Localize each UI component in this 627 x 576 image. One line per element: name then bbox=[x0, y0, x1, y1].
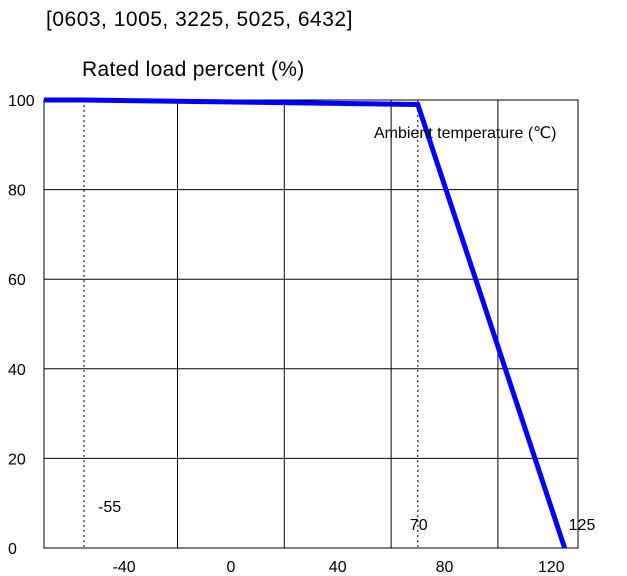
y-tick-label: 60 bbox=[8, 272, 26, 289]
end-annotation: 125 bbox=[569, 517, 596, 534]
y-tick-label: 80 bbox=[8, 183, 26, 200]
y-tick-label: 20 bbox=[8, 451, 26, 468]
plot-frame bbox=[43, 99, 579, 549]
reference-label: 70 bbox=[410, 517, 428, 534]
chart-title: Rated load percent (%) bbox=[82, 58, 305, 81]
y-tick-label: 40 bbox=[8, 362, 26, 379]
x-axis-label: Ambient temperature (℃) bbox=[374, 125, 556, 142]
x-tick-label: 0 bbox=[226, 559, 235, 576]
x-tick-label: 120 bbox=[538, 559, 565, 576]
x-tick-label: -40 bbox=[113, 559, 136, 576]
x-tick-label: 40 bbox=[329, 559, 347, 576]
y-tick-label: 100 bbox=[8, 93, 35, 110]
reference-label: -55 bbox=[98, 499, 121, 516]
derating-curve bbox=[44, 97, 568, 549]
x-tick-label: 80 bbox=[436, 559, 454, 576]
y-tick-label: 0 bbox=[8, 541, 17, 558]
chart-subtitle: [0603, 1005, 3225, 5025, 6432] bbox=[46, 8, 353, 31]
